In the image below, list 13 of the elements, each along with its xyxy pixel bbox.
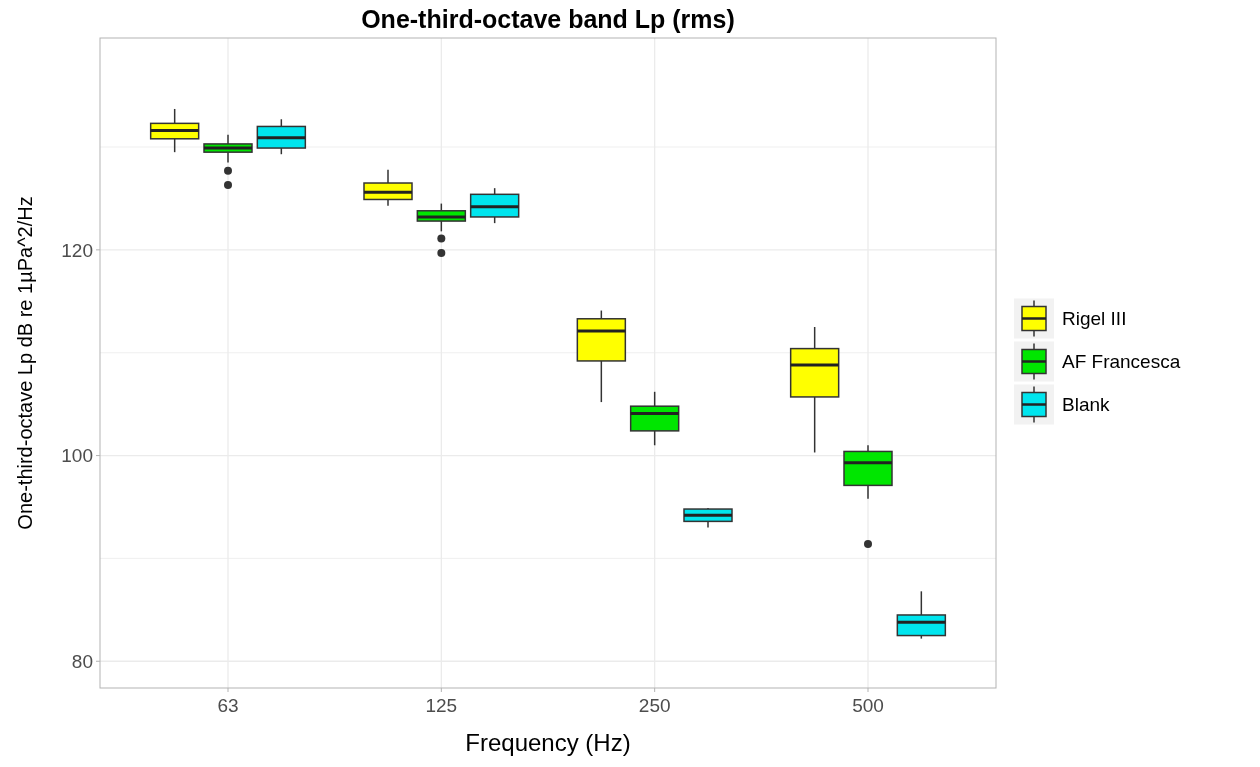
x-tick-label: 125 [425, 695, 458, 716]
x-axis-title: Frequency (Hz) [465, 729, 631, 756]
x-tick-label: 63 [217, 695, 239, 716]
legend-label: AF Francesca [1062, 351, 1181, 373]
x-tick-label: 250 [638, 695, 671, 716]
y-tick-label: 80 [71, 650, 93, 672]
legend-label: Rigel III [1062, 308, 1127, 330]
y-tick-label: 120 [61, 239, 93, 261]
legend-label: Blank [1062, 394, 1111, 416]
chart-title: One-third-octave band Lp (rms) [361, 5, 735, 33]
y-axis-title: One-third-octave Lp dB re 1µPa^2/Hz [14, 196, 36, 530]
y-tick-label: 100 [61, 445, 93, 467]
x-tick-label: 500 [852, 695, 884, 716]
